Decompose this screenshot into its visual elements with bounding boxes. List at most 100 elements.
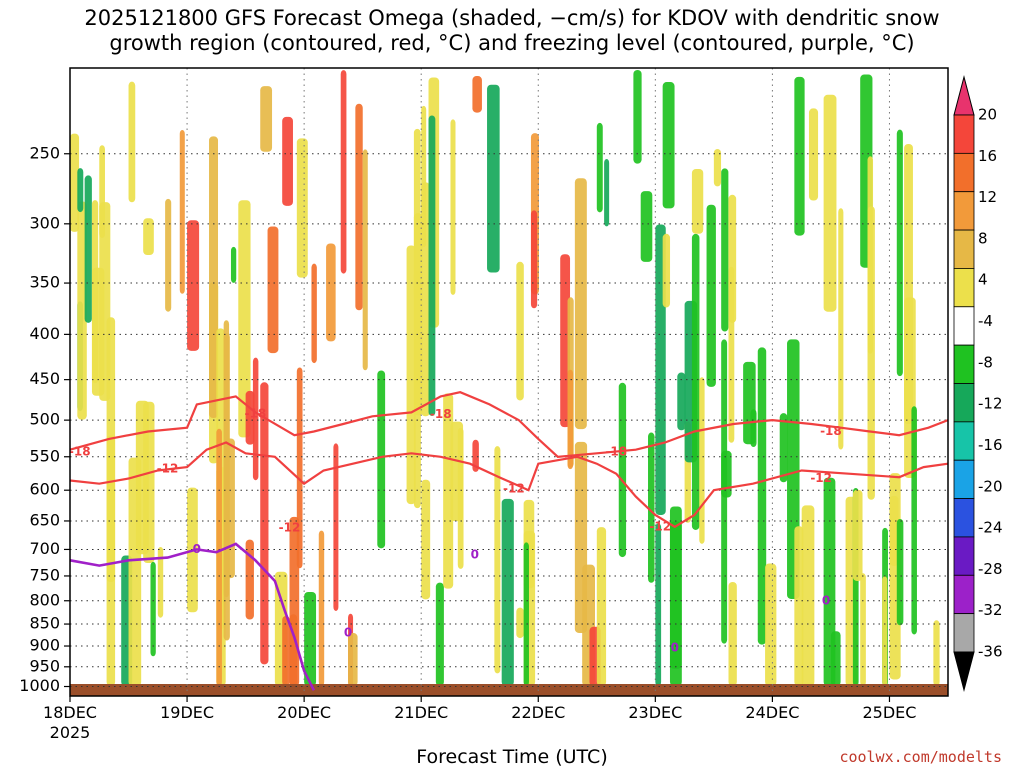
omega-shade-cell [860, 573, 866, 686]
y-tick-label: 500 [29, 410, 60, 429]
omega-shade-cell [728, 194, 737, 323]
omega-shade-cell [421, 105, 427, 248]
omega-shade-cell [779, 413, 788, 483]
omega-shade-cell [377, 370, 386, 549]
omega-shade-cell [706, 204, 716, 387]
omega-shade-cell [933, 620, 940, 686]
omega-shade-cell [428, 115, 436, 416]
x-axis-label: Forecast Time (UTC) [416, 746, 608, 768]
contour-label: 0 [471, 547, 479, 561]
omega-shade-cell [84, 175, 92, 323]
omega-shade-cell [348, 633, 358, 686]
omega-shade-cell [633, 69, 642, 164]
omega-shade-cell [311, 263, 317, 364]
omega-shade-cell [640, 191, 653, 262]
colorbar-label: 16 [978, 147, 997, 165]
omega-shade-cell [223, 333, 230, 641]
omega-shade-cell [662, 82, 675, 209]
colorbar-swatch [953, 191, 975, 231]
omega-shade-cell [516, 607, 524, 639]
omega-shade-cell [838, 208, 844, 450]
y-tick-label: 300 [29, 213, 60, 232]
credit-text: coolwx.com/modelts [839, 748, 1002, 766]
colorbar-swatch [953, 152, 975, 193]
omega-shade-cell [128, 81, 136, 203]
colorbar-swatch [953, 574, 975, 615]
colorbar-swatch [953, 421, 975, 461]
omega-shade-cell [618, 382, 627, 558]
omega-shade-cell [721, 450, 732, 498]
colorbar-label: 20 [978, 106, 997, 124]
omega-shade-cell [713, 148, 722, 187]
omega-shade-cell [318, 530, 325, 686]
omega-shade-cell [523, 542, 529, 686]
omega-shade-cell [567, 369, 574, 470]
omega-shade-cell [238, 200, 251, 438]
colorbar-label: -36 [978, 643, 1003, 661]
omega-shade-cell [487, 84, 500, 273]
omega-shade-cell [70, 133, 80, 232]
omega-shade-cell [530, 210, 538, 309]
title-line-1: 2025121800 GFS Forecast Omega (shaded, −… [84, 6, 940, 30]
omega-shade-cell [209, 136, 219, 419]
x-tick-label: 22DEC [511, 703, 565, 722]
omega-shade-cell [406, 245, 416, 505]
omega-shade-cell [304, 591, 317, 686]
contour-label: 0 [671, 641, 679, 655]
omega-shade-cell [230, 246, 237, 283]
title-line-2: growth region (contoured, red, °C) and f… [109, 31, 915, 55]
colorbar-label: 8 [978, 229, 988, 247]
omega-shade-cell [150, 561, 156, 657]
omega-shade-cell [413, 128, 421, 298]
omega-shade-cell [77, 201, 87, 420]
omega-shade-cell [77, 168, 84, 213]
y-tick-label: 450 [29, 369, 60, 388]
omega-shade-cell [106, 317, 116, 583]
omega-shade-cell [362, 149, 368, 371]
colorbar-swatch [953, 613, 975, 653]
colorbar-label: 12 [978, 188, 997, 206]
y-tick-label: 350 [29, 273, 60, 292]
omega-shade-cell [830, 631, 841, 686]
plot-frame [69, 67, 949, 697]
omega-shade-cell [896, 518, 904, 626]
omega-shade-cell [765, 563, 777, 686]
omega-shade-cell [699, 377, 705, 544]
omega-shade-cell [260, 86, 273, 152]
x-tick-label: 23DEC [628, 703, 682, 722]
contour-label: -12 [503, 481, 525, 495]
omega-shade-cell [435, 582, 444, 686]
omega-shade-cell [494, 446, 501, 674]
contour-label: 0 [344, 625, 352, 639]
colorbar-swatch [953, 229, 975, 269]
omega-shade-cell [721, 168, 729, 332]
omega-shade-cell [143, 401, 155, 564]
omega-shade-cell [472, 76, 482, 113]
x-tick-label: 21DEC [394, 703, 448, 722]
colorbar-label: -4 [978, 312, 993, 330]
y-tick-label: 850 [29, 614, 60, 633]
colorbar-bottom-arrow [953, 651, 975, 692]
colorbar-swatch [953, 498, 975, 538]
omega-shade-cell [882, 576, 888, 686]
omega-shading [70, 69, 940, 686]
y-tick-label: 650 [29, 510, 60, 529]
colorbar-label: -28 [978, 560, 1003, 578]
y-tick-label: 900 [29, 636, 60, 655]
omega-shade-cell [333, 443, 339, 611]
y-tick-label: 700 [29, 539, 60, 558]
colorbar-label: -24 [978, 519, 1003, 537]
terrain-strip [70, 684, 948, 696]
omega-shade-cell [267, 226, 279, 354]
omega-shade-cell [340, 70, 347, 274]
chart-title: 2025121800 GFS Forecast Omega (shaded, −… [0, 6, 1024, 56]
colorbar-swatch [953, 344, 975, 384]
omega-shade-cell [757, 347, 767, 645]
omega-shade-cell [355, 103, 363, 311]
omega-shade-cell [245, 539, 254, 620]
y-tick-label: 550 [29, 446, 60, 465]
omega-shade-cell [867, 206, 875, 500]
omega-shade-cell [794, 76, 805, 236]
dgz-minus12-contour [69, 441, 949, 529]
omega-shade-cell [326, 243, 336, 342]
